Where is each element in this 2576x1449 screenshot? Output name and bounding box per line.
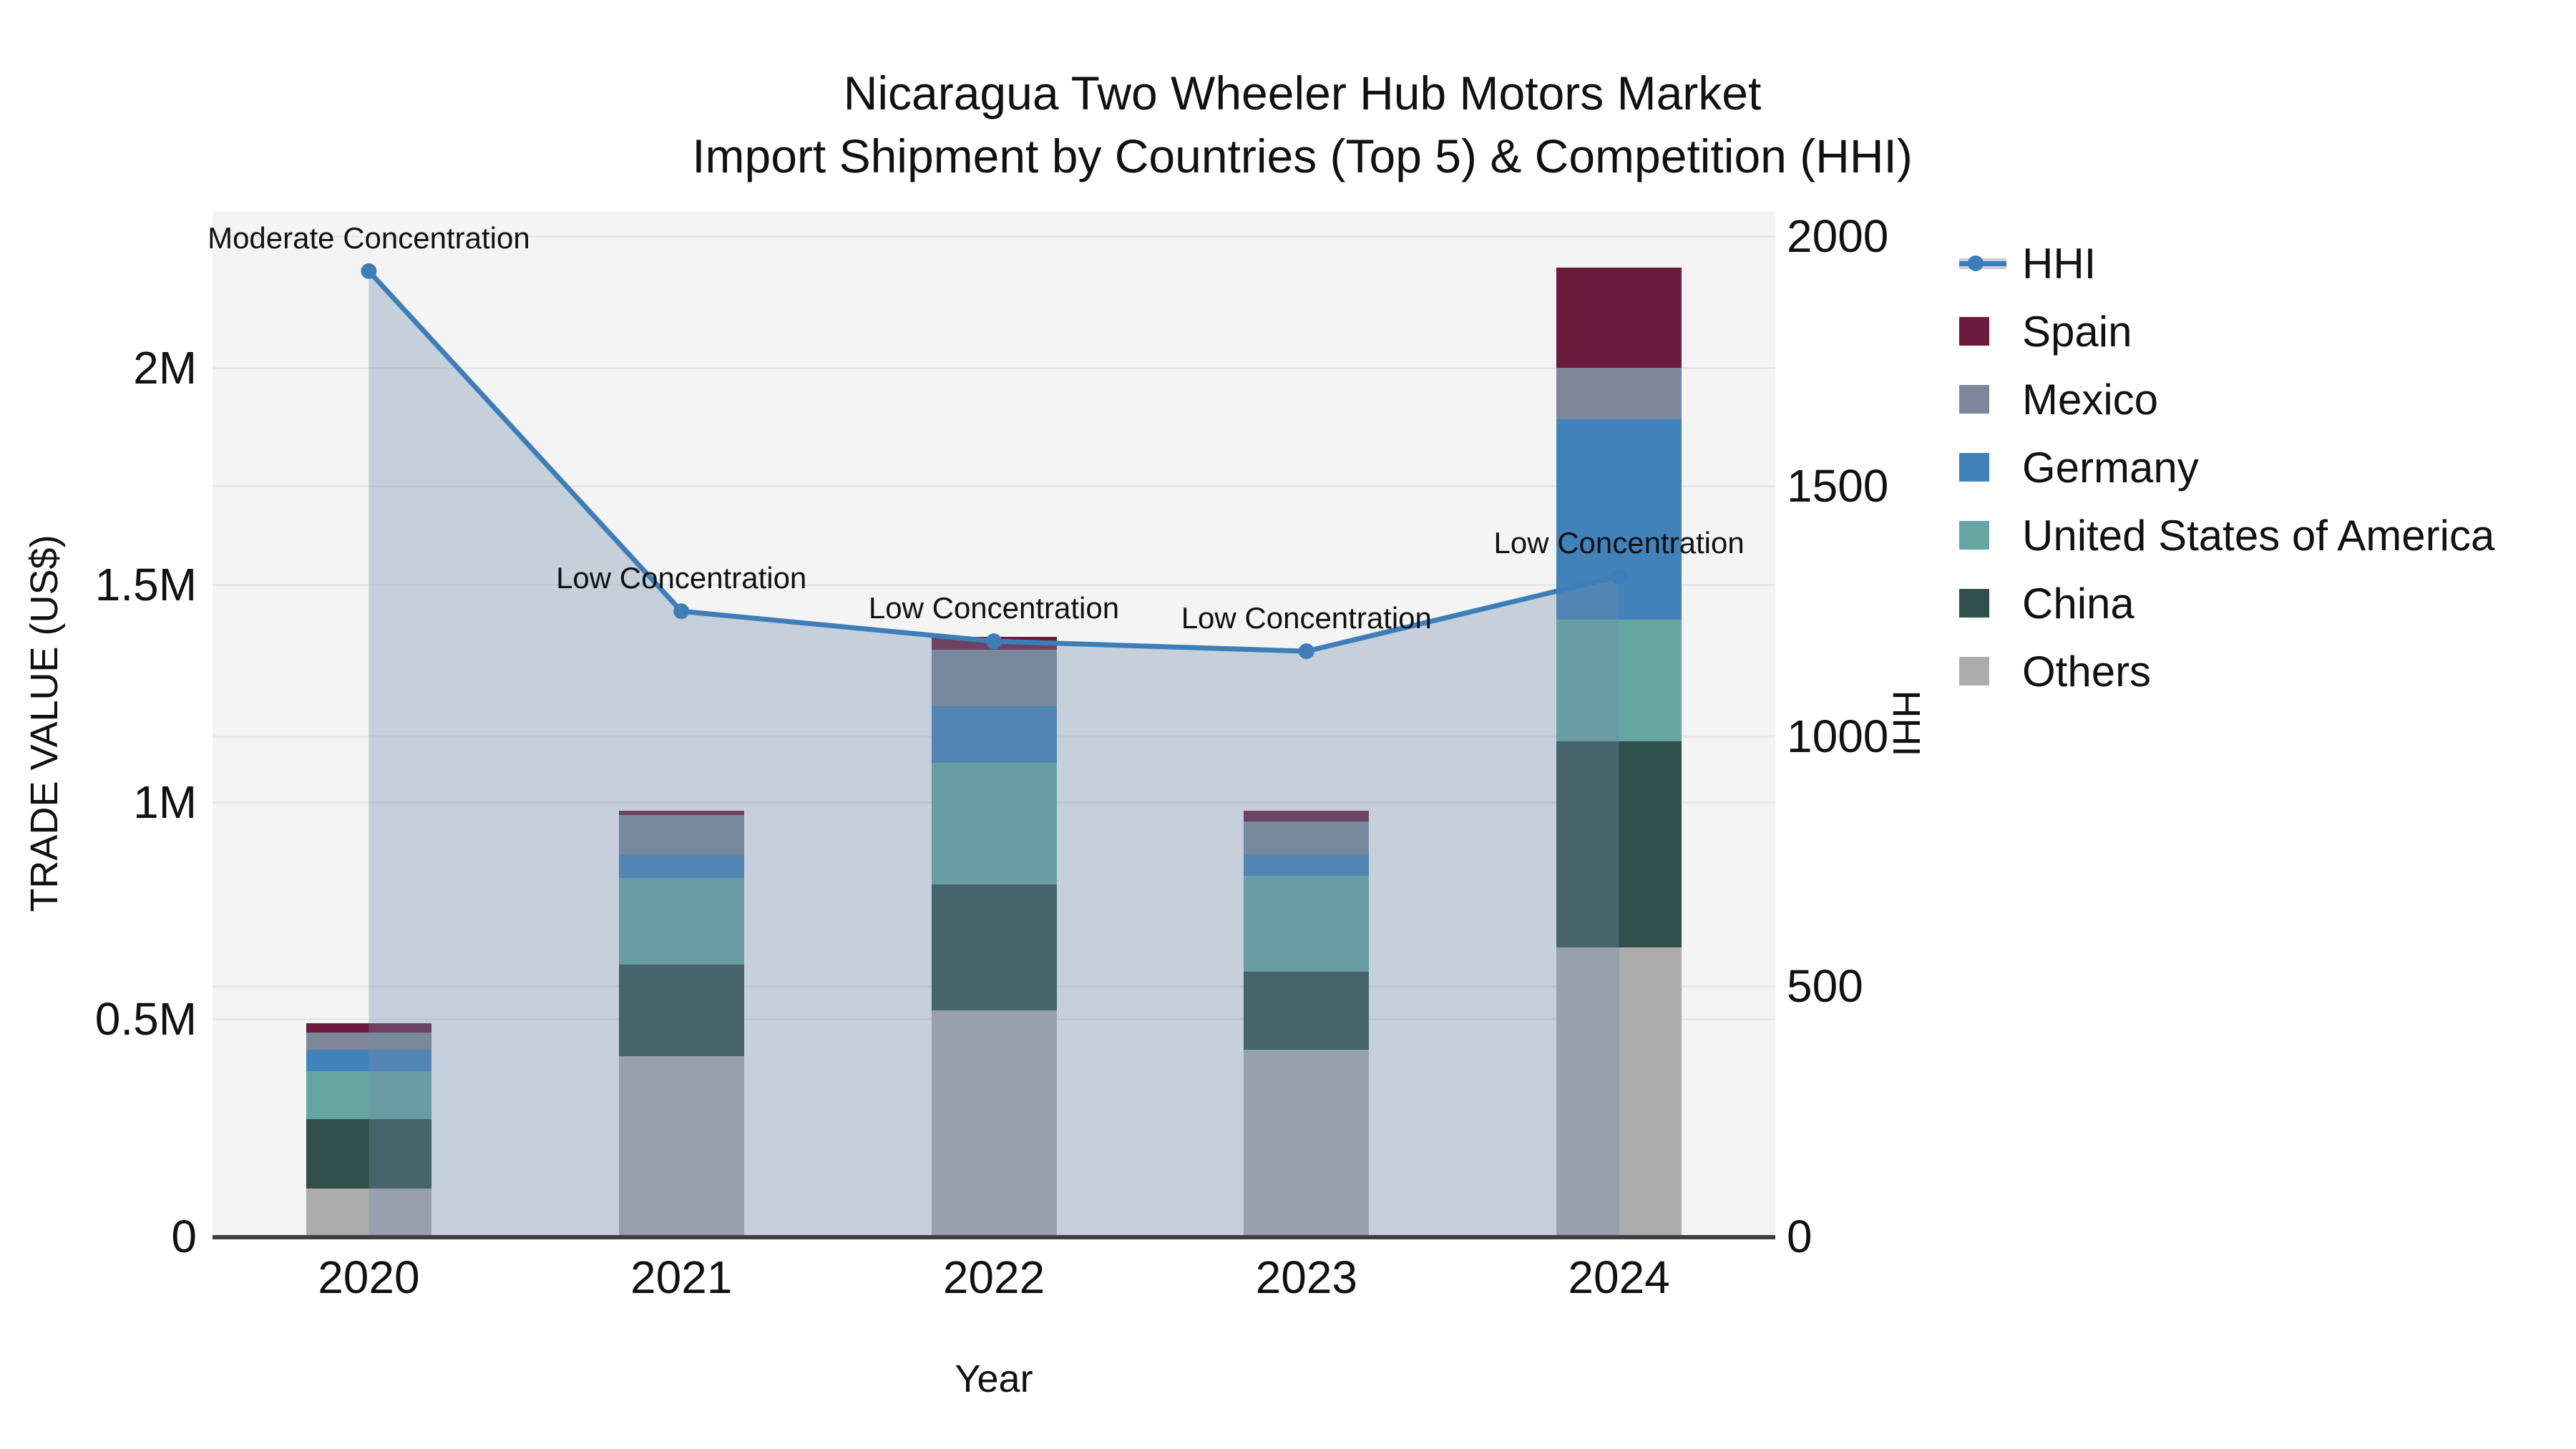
left-axis-tick-label: 2M: [133, 341, 197, 394]
left-axis-tick-label: 0: [171, 1211, 197, 1262]
bar-segment-china[interactable]: [931, 884, 1057, 1011]
bar-segment-germany[interactable]: [1556, 419, 1682, 620]
bar-segment-spain[interactable]: [306, 1023, 431, 1033]
hhi-legend-dot: [1968, 255, 1984, 271]
concentration-annotation: Low Concentration: [1181, 601, 1432, 635]
concentration-annotation: Moderate Concentration: [208, 220, 530, 255]
bar-segment-others[interactable]: [931, 1010, 1057, 1236]
legend-label: China: [2022, 579, 2135, 628]
x-axis-tick-label: 2023: [1255, 1252, 1357, 1303]
bar-segment-china[interactable]: [1556, 741, 1682, 948]
legend-swatch-icon: [1959, 453, 1989, 482]
legend-label: United States of America: [2022, 511, 2495, 560]
x-axis-tick-label: 2021: [630, 1252, 733, 1303]
x-axis-tick-label: 2022: [942, 1252, 1045, 1303]
hhi-legend-sample-icon: [1959, 249, 2006, 278]
legend-label: Mexico: [2022, 375, 2159, 424]
chart-title: Nicaragua Two Wheeler Hub Motors Market: [843, 67, 1762, 119]
x-axis-tick-label: 2020: [318, 1252, 420, 1303]
legend-item-china[interactable]: China: [1959, 575, 2135, 632]
legend-label: Germany: [2022, 443, 2199, 492]
bar-segment-others[interactable]: [1556, 947, 1682, 1236]
bar-segment-spain[interactable]: [1244, 810, 1370, 822]
bar-segment-china[interactable]: [306, 1119, 431, 1189]
bar-segment-mexico[interactable]: [1244, 821, 1370, 854]
bar-segment-germany[interactable]: [618, 854, 744, 879]
chart-title-block: Nicaragua Two Wheeler Hub Motors Market …: [0, 62, 2576, 187]
bar-segment-others[interactable]: [618, 1056, 744, 1236]
right-axis-title: HHI: [1885, 690, 1928, 757]
concentration-annotation: Low Concentration: [556, 561, 807, 595]
bar-segment-mexico[interactable]: [931, 650, 1057, 707]
left-axis-tick-label: 1.5M: [94, 559, 197, 611]
bar-segment-spain[interactable]: [618, 810, 744, 815]
legend-label: Spain: [2022, 307, 2132, 356]
gridline-left-axis: [213, 366, 1775, 369]
left-axis-tick-label: 1M: [133, 776, 197, 828]
bar-segment-china[interactable]: [618, 965, 744, 1056]
legend-label: Others: [2022, 647, 2152, 696]
concentration-annotation: Low Concentration: [868, 591, 1120, 625]
bar-segment-mexico[interactable]: [618, 815, 744, 854]
legend-swatch-icon: [1959, 521, 1989, 550]
bar-segment-united-states-of-america[interactable]: [618, 878, 744, 965]
bar-segment-united-states-of-america[interactable]: [1244, 876, 1370, 972]
bar-segment-others[interactable]: [306, 1189, 431, 1236]
right-axis-tick-label: 500: [1787, 960, 1863, 1013]
legend-item-germany[interactable]: Germany: [1959, 439, 2199, 496]
bar-segment-spain[interactable]: [931, 637, 1057, 650]
legend-swatch-icon: [1959, 317, 1989, 346]
gridline-right-axis: [213, 235, 1775, 238]
left-axis-title: TRADE VALUE (US$): [23, 535, 66, 912]
bar-segment-united-states-of-america[interactable]: [931, 763, 1057, 885]
legend-item-hhi[interactable]: HHI: [1959, 235, 2096, 292]
legend-swatch-icon: [1959, 385, 1989, 414]
left-axis-tick-label: 0.5M: [94, 993, 197, 1045]
right-axis-tick-label: 1500: [1787, 460, 1889, 512]
legend-swatch-icon: [1959, 589, 1989, 618]
concentration-annotation: Low Concentration: [1493, 526, 1745, 560]
bar-segment-china[interactable]: [1244, 971, 1370, 1050]
chart-subtitle: Import Shipment by Countries (Top 5) & C…: [692, 130, 1913, 182]
legend-item-spain[interactable]: Spain: [1959, 303, 2132, 360]
right-axis-tick-label: 1000: [1787, 710, 1889, 762]
bar-segment-germany[interactable]: [306, 1049, 431, 1072]
x-axis-tick-label: 2024: [1568, 1252, 1670, 1303]
legend-label: HHI: [2022, 239, 2097, 288]
bar-segment-others[interactable]: [1244, 1049, 1370, 1236]
right-axis-tick-label: 2000: [1787, 210, 1889, 262]
bar-segment-united-states-of-america[interactable]: [306, 1071, 431, 1120]
x-axis-title: Year: [955, 1357, 1033, 1400]
legend-swatch-icon: [1959, 657, 1989, 686]
gridline-left-axis: [213, 584, 1775, 587]
bar-segment-mexico[interactable]: [306, 1032, 431, 1050]
legend-item-united-states-of-america[interactable]: United States of America: [1959, 507, 2494, 564]
right-axis-tick-label: 0: [1787, 1211, 1813, 1262]
bar-segment-germany[interactable]: [931, 706, 1057, 763]
bar-segment-spain[interactable]: [1556, 267, 1682, 368]
legend-item-others[interactable]: Others: [1959, 643, 2151, 700]
bar-segment-united-states-of-america[interactable]: [1556, 619, 1682, 741]
legend-item-mexico[interactable]: Mexico: [1959, 371, 2158, 428]
bar-segment-mexico[interactable]: [1556, 367, 1682, 420]
bar-segment-germany[interactable]: [1244, 854, 1370, 877]
x-axis-line: [213, 1235, 1775, 1239]
gridline-right-axis: [213, 485, 1775, 488]
